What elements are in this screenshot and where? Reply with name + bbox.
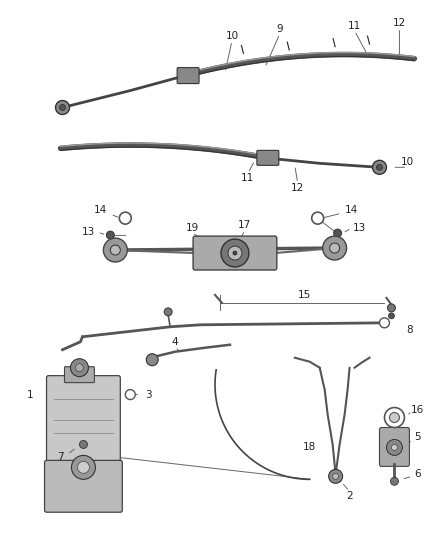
Circle shape <box>332 473 339 479</box>
Circle shape <box>119 212 131 224</box>
FancyBboxPatch shape <box>177 68 199 84</box>
Circle shape <box>312 212 324 224</box>
Circle shape <box>372 160 386 174</box>
Text: 6: 6 <box>414 470 420 479</box>
Circle shape <box>221 239 249 267</box>
Text: 12: 12 <box>393 18 406 28</box>
Circle shape <box>79 440 88 448</box>
Text: 14: 14 <box>94 205 107 215</box>
FancyBboxPatch shape <box>45 461 122 512</box>
Text: 8: 8 <box>406 325 413 335</box>
Circle shape <box>75 364 83 372</box>
Text: 10: 10 <box>226 31 239 41</box>
Circle shape <box>330 243 339 253</box>
Text: 11: 11 <box>348 21 361 31</box>
Text: 7: 7 <box>57 453 64 463</box>
Text: 15: 15 <box>298 290 311 300</box>
Circle shape <box>106 231 114 239</box>
Circle shape <box>233 251 237 255</box>
Text: 9: 9 <box>276 24 283 34</box>
Circle shape <box>388 304 396 312</box>
Circle shape <box>389 413 399 423</box>
Circle shape <box>389 313 395 319</box>
FancyBboxPatch shape <box>257 150 279 165</box>
Circle shape <box>71 359 88 377</box>
Circle shape <box>56 101 70 115</box>
Circle shape <box>379 318 389 328</box>
Text: 13: 13 <box>82 227 95 237</box>
Text: 2: 2 <box>346 491 353 501</box>
Text: 3: 3 <box>145 390 152 400</box>
FancyBboxPatch shape <box>64 367 95 383</box>
Circle shape <box>71 455 95 479</box>
Circle shape <box>78 462 89 473</box>
Circle shape <box>390 478 399 486</box>
Text: 11: 11 <box>241 173 254 183</box>
Text: 10: 10 <box>401 157 414 167</box>
Text: 17: 17 <box>238 220 251 230</box>
FancyBboxPatch shape <box>46 376 120 464</box>
FancyBboxPatch shape <box>379 427 410 466</box>
Circle shape <box>392 445 397 450</box>
Circle shape <box>103 238 127 262</box>
Circle shape <box>146 354 158 366</box>
FancyBboxPatch shape <box>193 236 277 270</box>
Circle shape <box>334 229 342 237</box>
Circle shape <box>110 245 120 255</box>
Circle shape <box>386 439 403 455</box>
Circle shape <box>385 408 404 427</box>
Circle shape <box>228 246 242 260</box>
Circle shape <box>125 390 135 400</box>
Circle shape <box>377 164 382 171</box>
Text: 4: 4 <box>172 337 178 347</box>
Text: 12: 12 <box>291 183 304 193</box>
Text: 19: 19 <box>185 223 199 233</box>
Circle shape <box>323 236 346 260</box>
Text: 5: 5 <box>414 432 420 442</box>
Circle shape <box>60 104 66 110</box>
Circle shape <box>164 308 172 316</box>
Circle shape <box>328 470 343 483</box>
Text: 16: 16 <box>411 405 424 415</box>
Text: 14: 14 <box>345 205 358 215</box>
Text: 18: 18 <box>303 442 316 453</box>
Text: 13: 13 <box>353 223 366 233</box>
Text: 1: 1 <box>27 390 34 400</box>
